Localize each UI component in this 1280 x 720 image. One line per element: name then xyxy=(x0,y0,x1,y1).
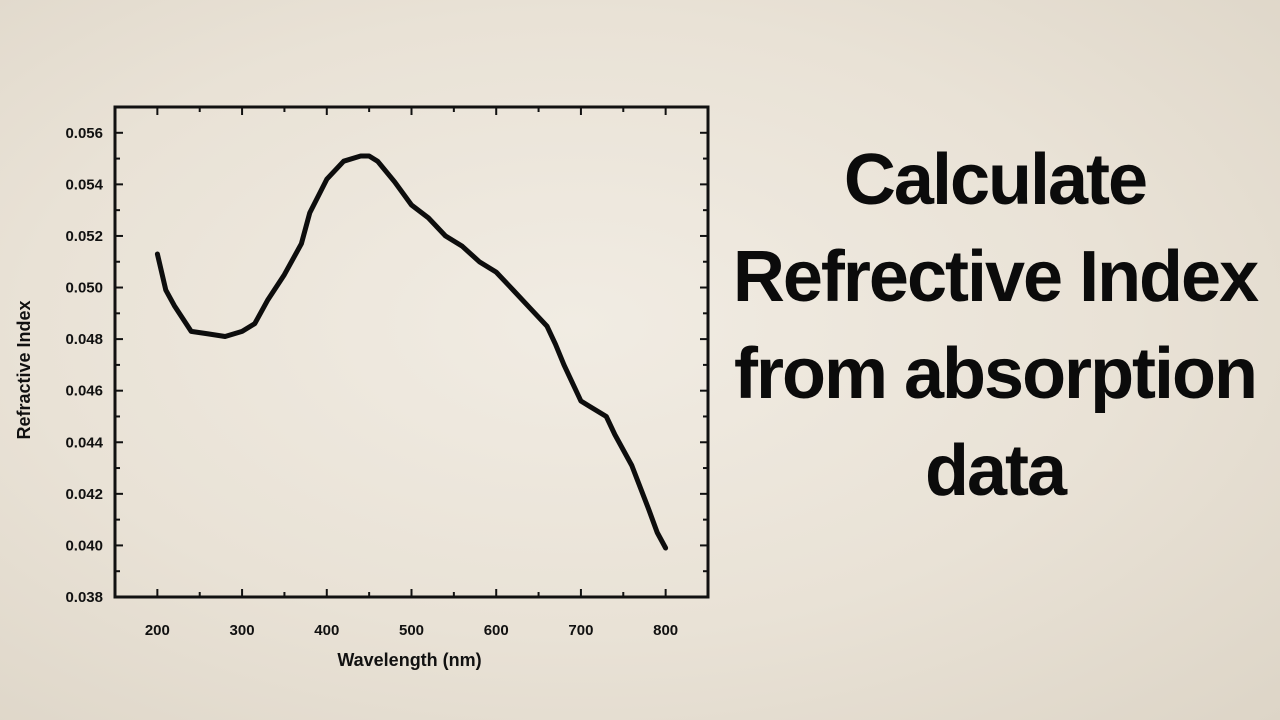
y-tick-label: 0.040 xyxy=(65,537,103,554)
headline-line-4: data xyxy=(924,431,1067,511)
y-tick-label: 0.038 xyxy=(65,589,103,606)
refractive-index-chart: 200 300 400 500 600 700 800 0.038 0.040 0.042 0.04… xyxy=(14,105,710,670)
x-axis-label: Wavelength (nm) xyxy=(337,650,481,670)
y-tick-label: 0.048 xyxy=(65,331,103,348)
x-tick-label: 700 xyxy=(568,622,593,639)
x-tick-label: 600 xyxy=(484,622,509,639)
y-tick-label: 0.042 xyxy=(65,486,103,503)
x-tick-label: 400 xyxy=(314,622,339,639)
y-tick-label: 0.044 xyxy=(65,434,103,451)
y-tick-label: 0.046 xyxy=(65,383,103,400)
y-tick-label: 0.054 xyxy=(65,176,103,193)
x-tick-label: 300 xyxy=(230,622,255,639)
x-tick-label: 800 xyxy=(653,622,678,639)
plot-frame xyxy=(113,105,710,599)
headline: Calculate Refrective Index from absorpti… xyxy=(700,132,1280,520)
y-tick-label: 0.056 xyxy=(65,125,103,142)
axis-tick-labels: 200 300 400 500 600 700 800 0.038 0.040 0.042 0.04… xyxy=(65,125,678,639)
headline-line-1: Calculate xyxy=(843,140,1148,220)
refractive-index-line xyxy=(154,153,669,551)
x-tick-label: 500 xyxy=(399,622,424,639)
y-tick-label: 0.052 xyxy=(65,228,103,245)
headline-line-3: from absorption xyxy=(734,334,1258,414)
axis-ticks xyxy=(114,106,709,598)
y-tick-label: 0.050 xyxy=(65,280,103,297)
y-axis-label: Refractive Index xyxy=(14,300,34,439)
x-tick-label: 200 xyxy=(145,622,170,639)
headline-line-2: Refrective Index xyxy=(732,237,1259,317)
